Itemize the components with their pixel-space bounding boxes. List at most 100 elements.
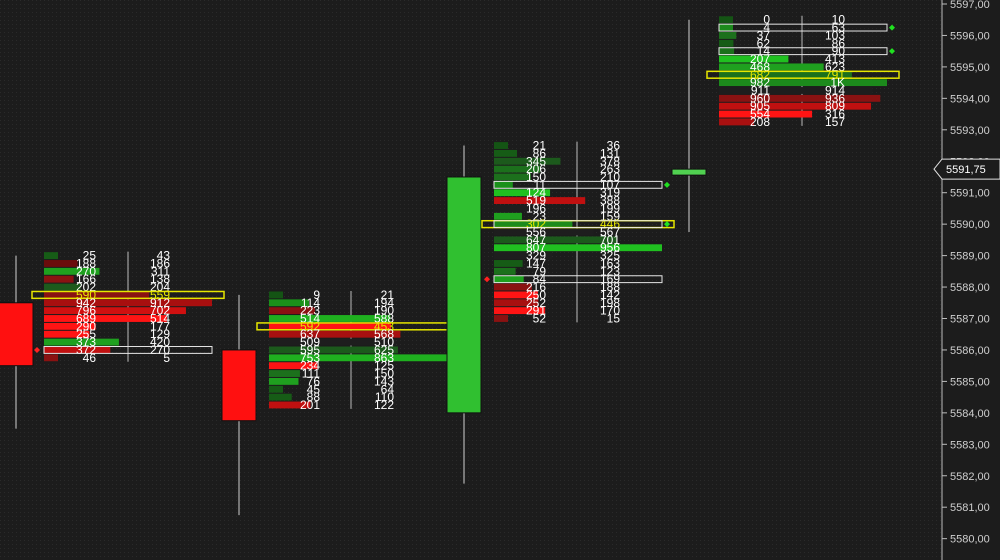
bid-volume-label: 373 — [76, 335, 96, 349]
ask-volume-label: 125 — [374, 359, 394, 373]
ask-volume-label: 413 — [825, 52, 845, 66]
volume-bar — [719, 63, 824, 71]
volume-bar — [44, 299, 212, 307]
bid-volume-label: 196 — [526, 201, 546, 215]
ask-volume-label: 186 — [150, 256, 170, 270]
price-tick-label: 5583,00 — [950, 439, 990, 451]
volume-bar — [269, 330, 401, 338]
volume-bar — [719, 118, 754, 126]
volume-bar — [719, 87, 873, 94]
bid-volume-label: 291 — [526, 304, 546, 318]
bid-volume-label: 201 — [300, 398, 320, 412]
volume-bar — [44, 315, 167, 322]
volume-bar — [269, 291, 283, 299]
volume-bar — [269, 385, 283, 393]
bid-volume-label: 290 — [76, 319, 96, 333]
ask-volume-label: 36 — [607, 139, 621, 153]
ask-volume-label: 701 — [600, 233, 620, 247]
bid-volume-label: 595 — [300, 343, 320, 357]
volume-bar — [269, 401, 311, 409]
price-tick-label: 5589,00 — [950, 251, 990, 263]
ask-volume-label: 157 — [825, 115, 845, 129]
volume-bar — [719, 39, 734, 47]
volume-bar — [269, 299, 310, 307]
bid-volume-label: 960 — [750, 91, 770, 105]
volume-bar — [719, 110, 813, 118]
ask-volume-label: 188 — [600, 280, 620, 294]
bid-volume-label: 62 — [757, 36, 771, 50]
ask-volume-label: 110 — [375, 390, 394, 404]
ask-volume-label: 914 — [825, 83, 845, 97]
price-tick-label: 5591,00 — [950, 188, 990, 200]
ask-volume-label: 420 — [150, 335, 170, 349]
bid-volume-label: 905 — [750, 99, 770, 113]
ask-volume-label: 956 — [600, 241, 620, 255]
poc-highlight-box — [706, 70, 900, 79]
volume-bar — [719, 24, 733, 32]
price-tick-label: 5586,00 — [950, 345, 990, 357]
volume-bar — [494, 220, 573, 228]
volume-bar — [44, 267, 100, 275]
bid-volume-label: 86 — [533, 146, 547, 160]
volume-bar — [494, 291, 538, 299]
ask-volume-label: 625 — [374, 343, 394, 357]
bid-volume-label: 9 — [313, 288, 320, 302]
ask-volume-label: 568 — [374, 327, 394, 341]
volume-bar — [44, 330, 90, 338]
imbalance-marker — [34, 346, 40, 353]
bid-volume-label: 202 — [76, 280, 96, 294]
volume-bar — [44, 260, 78, 267]
ask-volume-label: 190 — [374, 304, 394, 318]
bid-volume-label: 942 — [76, 296, 96, 310]
volume-bar — [44, 354, 58, 362]
volume-bar — [269, 362, 318, 370]
ask-volume-label: 388 — [600, 194, 620, 208]
imbalance-box — [718, 23, 888, 32]
ask-volume-label: 43 — [157, 249, 171, 263]
imbalance-marker — [889, 24, 895, 31]
volume-bar — [494, 307, 546, 315]
volume-bar — [494, 149, 518, 157]
bid-volume-label: 207 — [750, 52, 770, 66]
price-tick-label: 5588,00 — [950, 282, 990, 294]
ask-volume-label: 10 — [832, 13, 846, 27]
volume-bar — [494, 181, 513, 189]
ask-volume-label: 142 — [600, 288, 620, 302]
bid-volume-label: 807 — [526, 241, 546, 255]
price-tick-label: 5593,00 — [950, 125, 990, 137]
bid-volume-label: 79 — [533, 264, 547, 278]
bid-volume-label: 46 — [83, 351, 97, 365]
volume-bar — [494, 283, 532, 291]
ask-volume-label: 204 — [150, 280, 170, 294]
ask-volume-label: 311 — [151, 264, 170, 278]
volume-bar — [269, 354, 447, 362]
volume-bar — [494, 252, 552, 260]
ask-volume-label: 129 — [150, 327, 170, 341]
volume-bar — [269, 315, 391, 322]
volume-bar — [719, 94, 881, 102]
ask-volume-label: 702 — [150, 304, 170, 318]
price-tick-label: 5587,00 — [950, 314, 990, 326]
imbalance-box — [718, 47, 888, 56]
bid-volume-label: 234 — [300, 359, 320, 373]
volume-bar — [494, 212, 522, 220]
candle-body — [0, 302, 34, 367]
volume-bar — [269, 377, 299, 385]
bid-volume-label: 114 — [301, 296, 320, 310]
ask-volume-label: 623 — [825, 60, 845, 74]
bid-volume-label: 911 — [751, 83, 770, 97]
price-tick-label: 5597,00 — [950, 0, 990, 11]
ask-volume-label: 138 — [150, 272, 170, 286]
imbalance-box — [43, 346, 213, 354]
volume-bar — [494, 157, 561, 165]
bid-volume-label: 111 — [302, 367, 321, 381]
bid-volume-label: 468 — [750, 60, 770, 74]
volume-bar — [494, 197, 586, 204]
ask-volume-label: 15 — [607, 312, 621, 326]
ask-volume-label: 64 — [381, 382, 395, 396]
ask-volume-label: 912 — [150, 296, 170, 310]
volume-bar — [494, 315, 508, 322]
